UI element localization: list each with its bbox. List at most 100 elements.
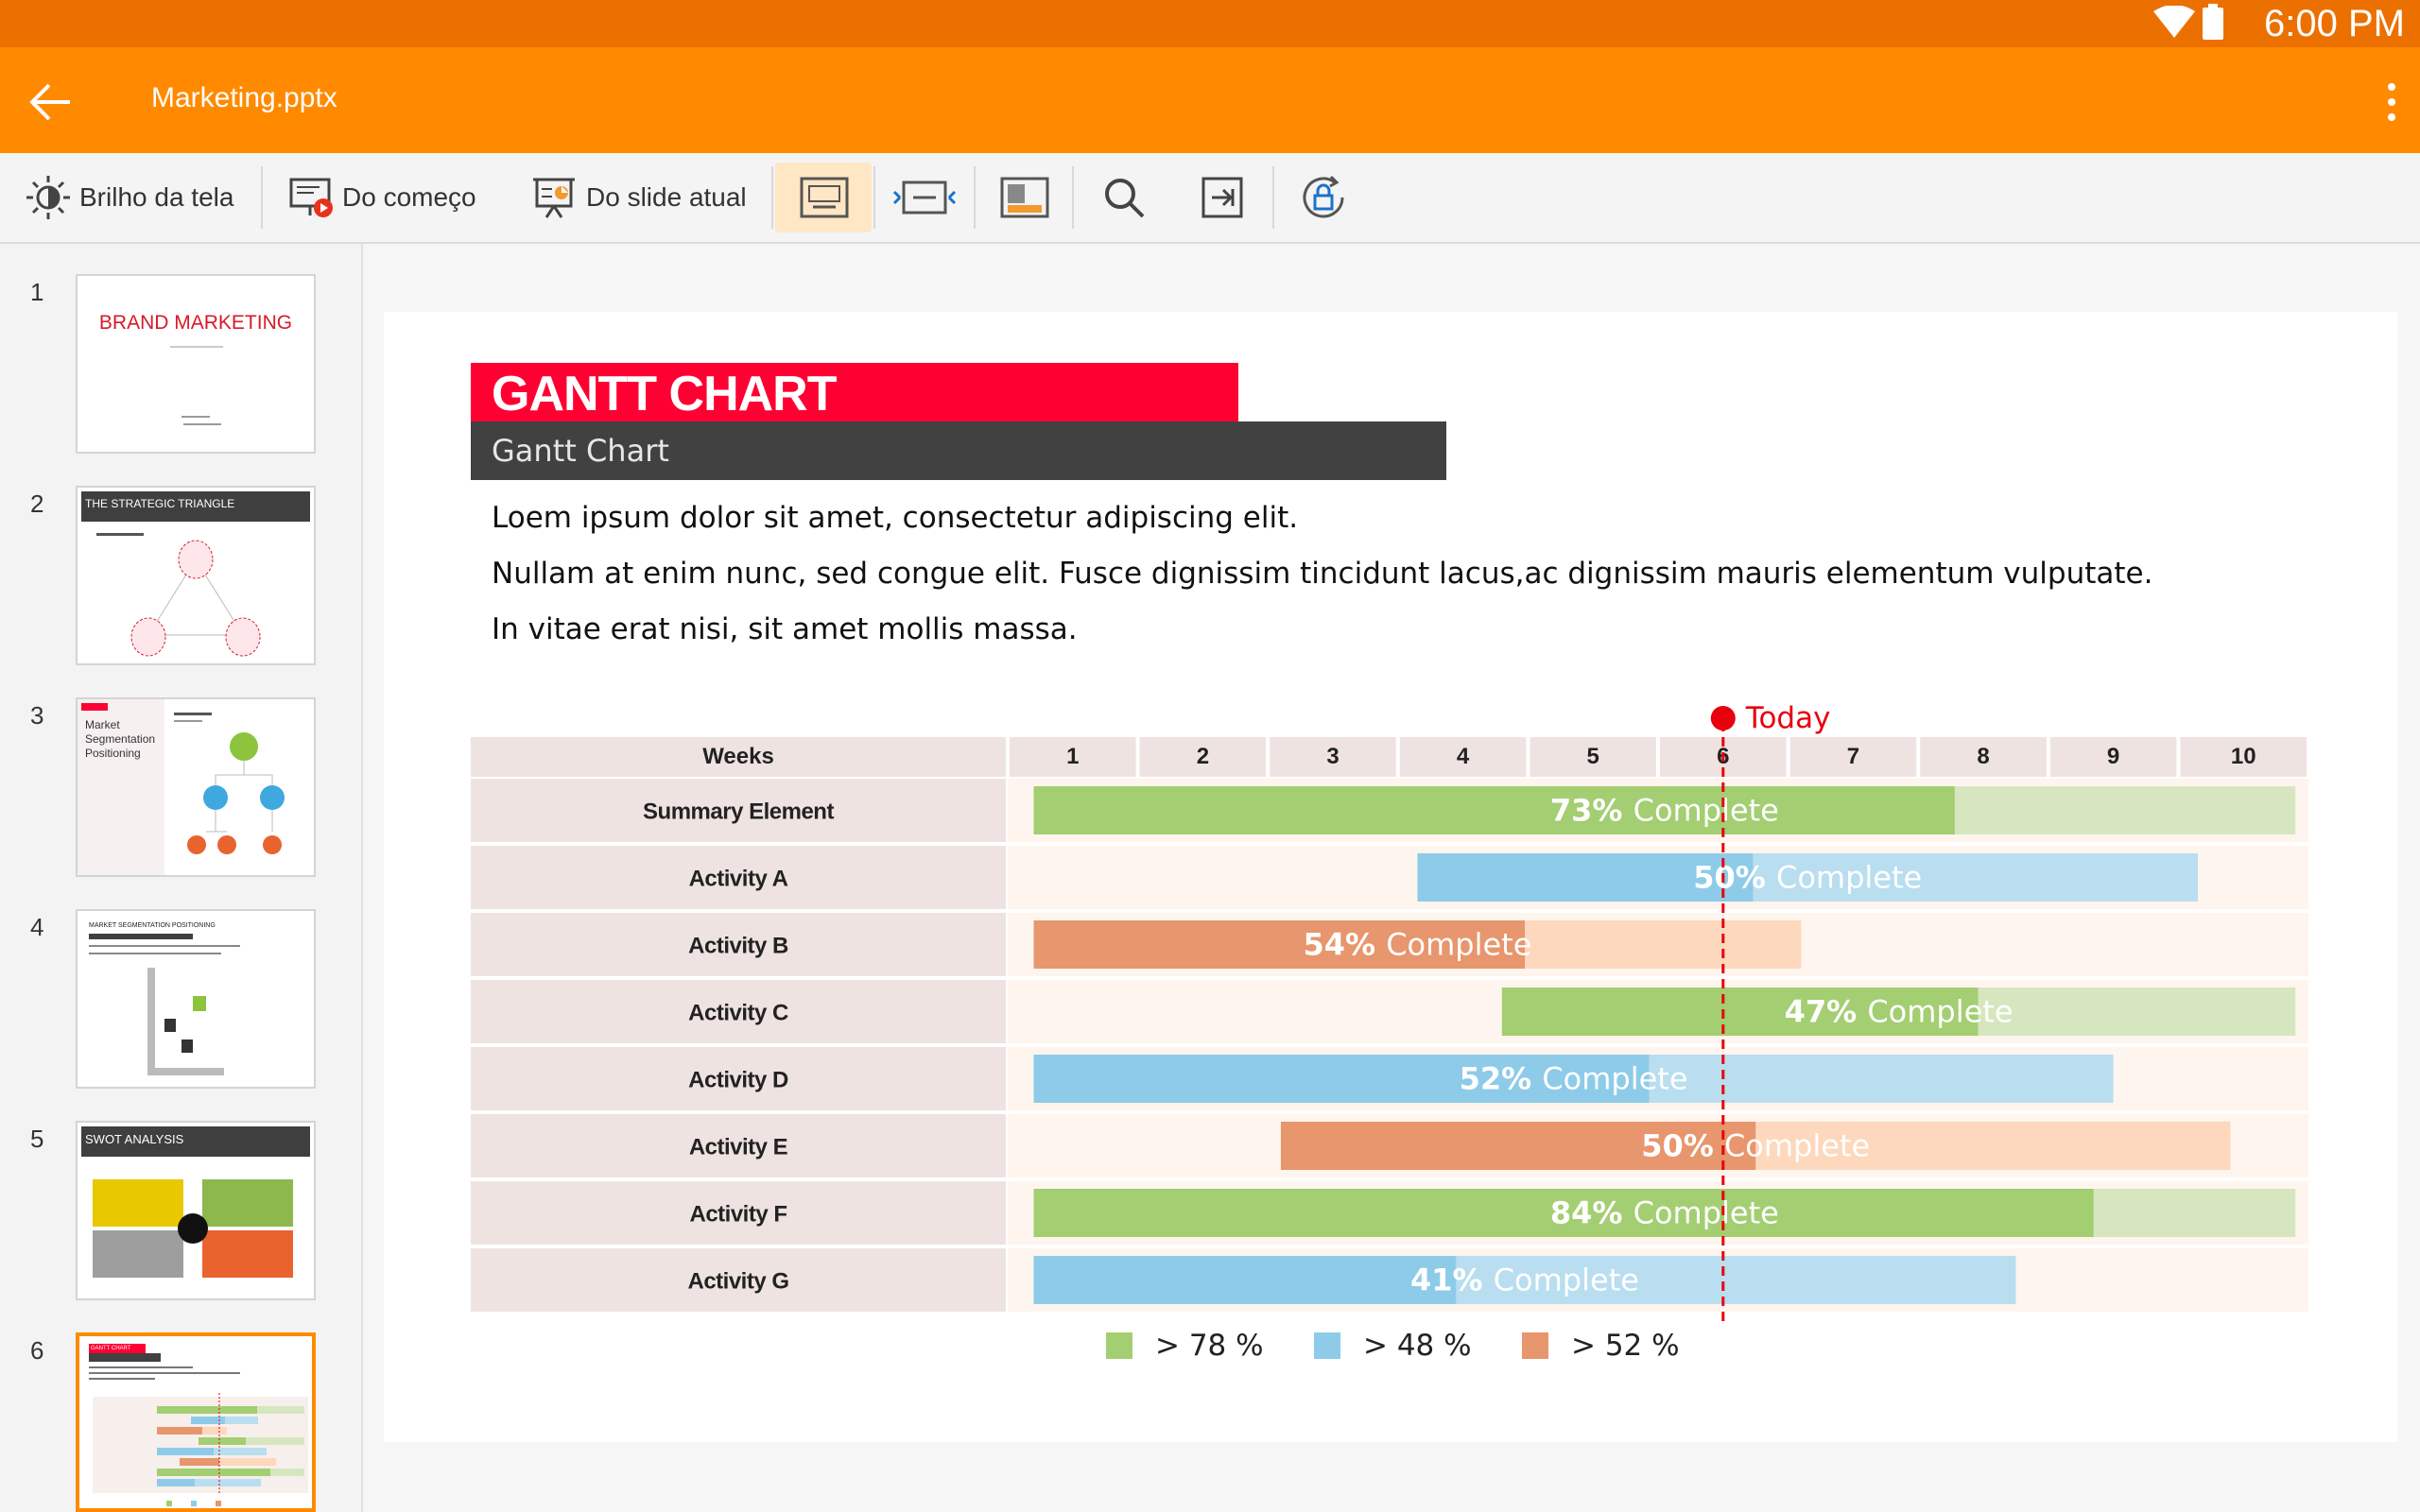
gantt-chart-thumb bbox=[89, 1366, 308, 1506]
thumbnail-slide-5[interactable]: SWOT ANALYSIS bbox=[76, 1121, 316, 1300]
swot-diagram-thumb bbox=[93, 1179, 293, 1278]
body-paragraph: Nullam at enim nunc, sed congue elit. Fu… bbox=[492, 557, 2153, 591]
body-paragraph: In vitae erat nisi, sit amet mollis mass… bbox=[492, 612, 1078, 646]
segmentation-diagram-thumb bbox=[174, 713, 285, 854]
weeks-header-label: Weeks bbox=[702, 744, 774, 769]
task-bar-progress bbox=[1501, 988, 1979, 1036]
brightness-icon bbox=[26, 176, 70, 219]
active-tool-highlight bbox=[775, 163, 872, 232]
week-header-cell bbox=[1270, 737, 1396, 777]
task-percent-label: 52% Complete bbox=[1460, 1061, 1688, 1097]
thumbnail-slide-6[interactable]: GANTT CHART bbox=[76, 1332, 316, 1512]
go-to-slide-button[interactable] bbox=[1201, 153, 1244, 242]
task-percent-label: 50% Complete bbox=[1641, 1128, 1870, 1164]
legend-label: > 52 % bbox=[1571, 1329, 1680, 1363]
task-label-cell bbox=[471, 779, 1006, 842]
from-current-slide-button[interactable]: Do slide atual bbox=[531, 153, 747, 242]
task-bar-progress bbox=[1417, 853, 1754, 902]
week-header-cell bbox=[1010, 737, 1136, 777]
weeks-header-cell bbox=[471, 737, 1006, 777]
toolbar-divider bbox=[771, 166, 773, 229]
brightness-label: Brilho da tela bbox=[79, 182, 234, 212]
thumbnail-line bbox=[183, 423, 221, 425]
thumbnail-slide-1[interactable]: BRAND MARKETING bbox=[76, 274, 316, 454]
task-bar-progress bbox=[1033, 920, 1526, 969]
thumbnail-title-bar bbox=[89, 1344, 146, 1353]
task-name-label: Activity B bbox=[688, 934, 788, 959]
thumbnail-slide-3[interactable]: Market Segmentation Positioning bbox=[76, 697, 316, 877]
task-percent-label: 54% Complete bbox=[1303, 927, 1531, 963]
legend-swatch bbox=[1522, 1332, 1548, 1359]
status-bar: 6:00 PM bbox=[0, 0, 2420, 47]
task-label-cell bbox=[471, 1114, 1006, 1177]
week-tick-label: 9 bbox=[2107, 744, 2119, 769]
thumbnail-number: 3 bbox=[30, 701, 44, 730]
brightness-button[interactable]: Brilho da tela bbox=[25, 153, 233, 242]
rotation-lock-button[interactable] bbox=[1299, 153, 1348, 242]
task-name-label: Activity C bbox=[688, 1001, 788, 1026]
thumbnail-header bbox=[81, 1126, 310, 1157]
battery-icon bbox=[2203, 4, 2223, 40]
week-tick-label: 3 bbox=[1326, 744, 1339, 769]
thumbnail-slide-4[interactable]: MARKET SEGMENTATION POSITIONING bbox=[76, 909, 316, 1089]
notes-view-icon bbox=[1000, 177, 1049, 218]
week-header-cell bbox=[2049, 737, 2177, 777]
week-tick-label: 5 bbox=[1587, 744, 1599, 769]
task-label-cell bbox=[471, 846, 1006, 909]
search-button[interactable] bbox=[1102, 153, 1146, 242]
presentation-current-icon bbox=[533, 178, 575, 218]
toolbar-divider bbox=[1272, 166, 1274, 229]
legend-label: > 48 % bbox=[1363, 1329, 1472, 1363]
thumbnail-number: 2 bbox=[30, 490, 44, 518]
thumbnail-bar bbox=[89, 934, 193, 939]
slide-subtitle: Gantt Chart bbox=[492, 433, 669, 469]
task-label-cell bbox=[471, 1248, 1006, 1312]
task-bar-progress bbox=[1033, 1055, 1650, 1103]
week-header-cell bbox=[1399, 737, 1527, 777]
task-name-label: Activity E bbox=[689, 1135, 788, 1160]
legend-swatch bbox=[1314, 1332, 1340, 1359]
triangle-diagram-thumb bbox=[96, 533, 261, 657]
task-bar-progress bbox=[1033, 786, 1955, 834]
task-label-cell bbox=[471, 1181, 1006, 1245]
notes-view-button[interactable] bbox=[1000, 153, 1049, 242]
thumbnail-header bbox=[81, 491, 310, 522]
thumbnail-number: 5 bbox=[30, 1125, 44, 1153]
toolbar-divider bbox=[261, 166, 263, 229]
task-percent-label: 41% Complete bbox=[1410, 1263, 1639, 1298]
thumbnail-title: SWOT ANALYSIS bbox=[85, 1132, 184, 1146]
slide-view-icon bbox=[800, 177, 849, 218]
thumbnail-number: 1 bbox=[30, 278, 44, 306]
slide-view-button[interactable] bbox=[800, 153, 849, 242]
thumbnail-side-panel bbox=[78, 699, 164, 875]
back-arrow-icon[interactable] bbox=[26, 81, 74, 123]
thumbnail-slide-2[interactable]: THE STRATEGIC TRIANGLE bbox=[76, 486, 316, 665]
task-label-cell bbox=[471, 980, 1006, 1043]
task-bar-progress bbox=[1033, 1256, 1457, 1304]
legend-label: > 78 % bbox=[1155, 1329, 1264, 1363]
more-options-icon[interactable] bbox=[2382, 81, 2401, 123]
today-marker-dot bbox=[1710, 706, 1736, 730]
slide-thumbnail-panel[interactable]: 1 BRAND MARKETING 2 THE STRATEGIC TRIANG… bbox=[0, 244, 363, 1512]
from-start-button[interactable]: Do começo bbox=[287, 153, 476, 242]
wifi-icon bbox=[2153, 6, 2195, 38]
presentation-start-icon bbox=[289, 178, 333, 217]
week-header-cell bbox=[1530, 737, 1656, 777]
fit-width-button[interactable] bbox=[892, 153, 957, 242]
task-name-label: Activity A bbox=[689, 867, 788, 892]
task-bar-progress bbox=[1280, 1122, 1756, 1170]
week-tick-label: 8 bbox=[1977, 744, 1989, 769]
thumbnail-title: BRAND MARKETING bbox=[98, 312, 293, 334]
toolbar-divider bbox=[1072, 166, 1074, 229]
search-icon bbox=[1105, 179, 1145, 218]
app-bar: Marketing.pptx bbox=[0, 47, 2420, 153]
thumbnail-title: GANTT CHART bbox=[91, 1346, 131, 1351]
thumbnail-title: Market Segmentation Positioning bbox=[85, 718, 156, 760]
task-name-label: Activity D bbox=[688, 1068, 788, 1093]
positioning-diagram-thumb bbox=[147, 968, 224, 1075]
week-header-cell bbox=[1139, 737, 1267, 777]
thumbnail-line bbox=[89, 945, 240, 947]
fit-width-icon bbox=[892, 180, 957, 215]
toolbar-divider bbox=[873, 166, 875, 229]
